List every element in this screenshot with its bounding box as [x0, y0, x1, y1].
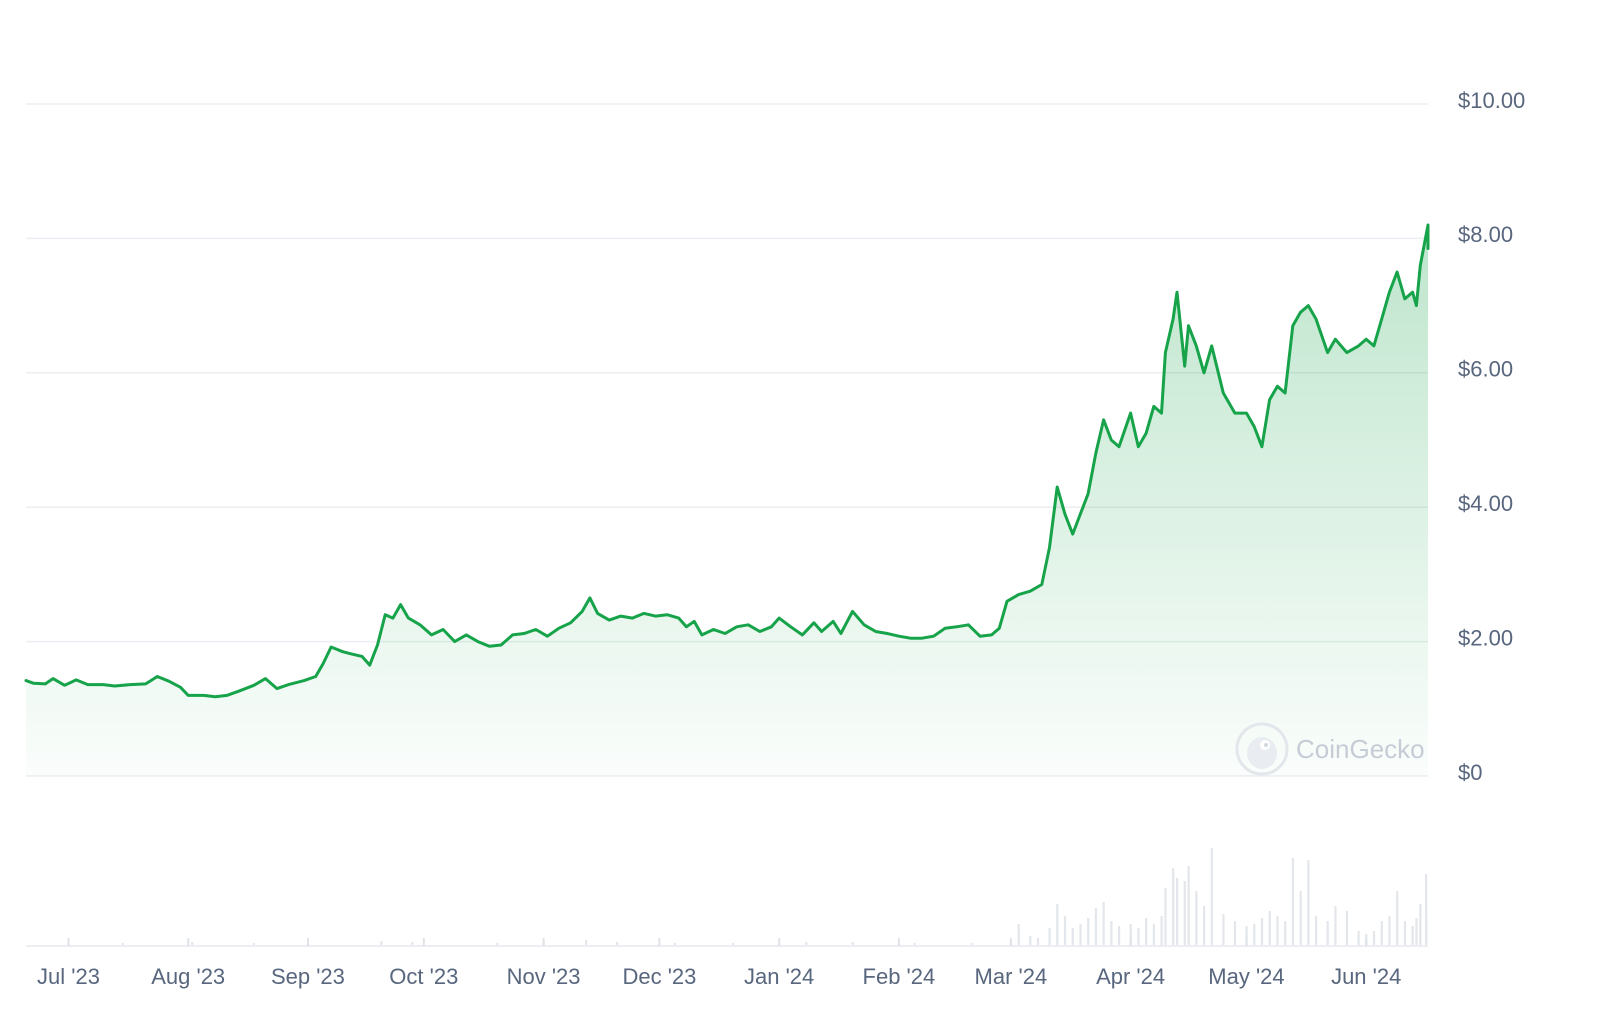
y-tick-label: $4.00 [1458, 491, 1513, 516]
volume-bar [1210, 848, 1213, 946]
volume-bar [1372, 931, 1376, 946]
volume-bar [121, 943, 124, 946]
volume-bar [1094, 908, 1098, 946]
price-area-fill [26, 225, 1428, 776]
volume-bar [1411, 926, 1414, 946]
volume-bar [1415, 918, 1418, 946]
volume-bar [1396, 891, 1399, 946]
x-tick-label: Mar '24 [975, 964, 1048, 989]
volume-bar [1326, 921, 1329, 946]
volume-bar [585, 940, 588, 946]
volume-bar [1175, 878, 1179, 946]
volume-bar [1187, 866, 1190, 946]
volume-bar [1017, 924, 1020, 946]
volume-bar [1380, 921, 1383, 946]
watermark-text: CoinGecko [1296, 734, 1425, 764]
volume-bar [1102, 902, 1105, 946]
volume-bar [1129, 924, 1132, 946]
volume-bar [851, 942, 854, 946]
volume-bar [1029, 936, 1032, 946]
volume-bar [1425, 921, 1428, 946]
volume-bar [1202, 906, 1206, 946]
x-axis-tick-marks [67, 938, 1368, 946]
x-tick-label: Nov '23 [507, 964, 581, 989]
coingecko-logo-icon [1235, 722, 1289, 776]
y-tick-label: $6.00 [1458, 357, 1513, 382]
volume-bar [252, 943, 256, 946]
volume-bar [731, 943, 734, 946]
volume-bar [1071, 928, 1074, 946]
volume-bar [1087, 918, 1090, 946]
volume-bar [1233, 921, 1237, 946]
volume-bar [1164, 888, 1167, 946]
volume-bar [1145, 918, 1148, 946]
volume-bar [1195, 891, 1198, 946]
volume-bar [1253, 924, 1256, 946]
y-tick-label: $10.00 [1458, 88, 1525, 113]
x-tick-label: Jul '23 [37, 964, 100, 989]
volume-bar [191, 942, 194, 946]
x-tick-label: Apr '24 [1096, 964, 1165, 989]
volume-bar [805, 942, 808, 946]
volume-bar [1245, 926, 1248, 946]
volume-bar [1160, 916, 1163, 946]
y-tick-label: $2.00 [1458, 625, 1513, 650]
volume-bar [1284, 921, 1287, 946]
volume-bar [1048, 928, 1051, 946]
x-tick-label: Jan '24 [744, 964, 814, 989]
volume-bar [1334, 906, 1337, 946]
x-tick-label: Jun '24 [1331, 964, 1401, 989]
price-line [24, 223, 1430, 699]
volume-bar [1268, 911, 1271, 946]
x-tick-label: Sep '23 [271, 964, 345, 989]
volume-bar [496, 943, 499, 946]
volume-bar [1183, 881, 1186, 946]
volume-bar [1307, 860, 1310, 946]
y-tick-label: $0 [1458, 760, 1482, 785]
volume-bar [913, 943, 916, 946]
volume-bar [1172, 868, 1175, 946]
volume-bar [1152, 924, 1155, 946]
volume-bar [1291, 858, 1295, 946]
x-tick-label: Oct '23 [389, 964, 458, 989]
volume-bar [1345, 911, 1349, 946]
volume-bar [1276, 916, 1279, 946]
volume-bar [1357, 931, 1360, 946]
volume-bar [1079, 924, 1082, 946]
volume-bar [1110, 921, 1113, 946]
volume-bar [971, 943, 974, 946]
volume-bar [1137, 928, 1140, 946]
volume-bar [1299, 891, 1302, 946]
volume-bar [1056, 904, 1059, 946]
volume-bar [673, 943, 677, 946]
volume-bar [1260, 918, 1264, 946]
volume-bar [411, 942, 414, 946]
volume-bar [1063, 916, 1067, 946]
volume-bar [1222, 914, 1225, 946]
volume-bar [615, 942, 619, 946]
x-tick-label: Feb '24 [863, 964, 936, 989]
x-tick-label: May '24 [1208, 964, 1284, 989]
volume-bars [121, 848, 1428, 946]
x-axis-tick-labels: Jul '23 Aug '23 Sep '23 Oct '23 Nov '23 Dec '… [37, 964, 1401, 989]
y-axis-tick-labels: $0 $2.00 $4.00 $6.00 $8.00 $10.00 [1458, 88, 1525, 785]
volume-bar [1403, 921, 1407, 946]
volume-bar [1419, 904, 1422, 946]
x-tick-label: Aug '23 [151, 964, 225, 989]
volume-bar [1314, 916, 1318, 946]
volume-bar [380, 941, 383, 946]
volume-bar [1036, 938, 1040, 946]
volume-bar [1118, 926, 1121, 946]
coingecko-watermark: CoinGecko [1235, 722, 1425, 776]
y-tick-label: $8.00 [1458, 222, 1513, 247]
x-tick-label: Dec '23 [622, 964, 696, 989]
volume-bar [1388, 916, 1391, 946]
